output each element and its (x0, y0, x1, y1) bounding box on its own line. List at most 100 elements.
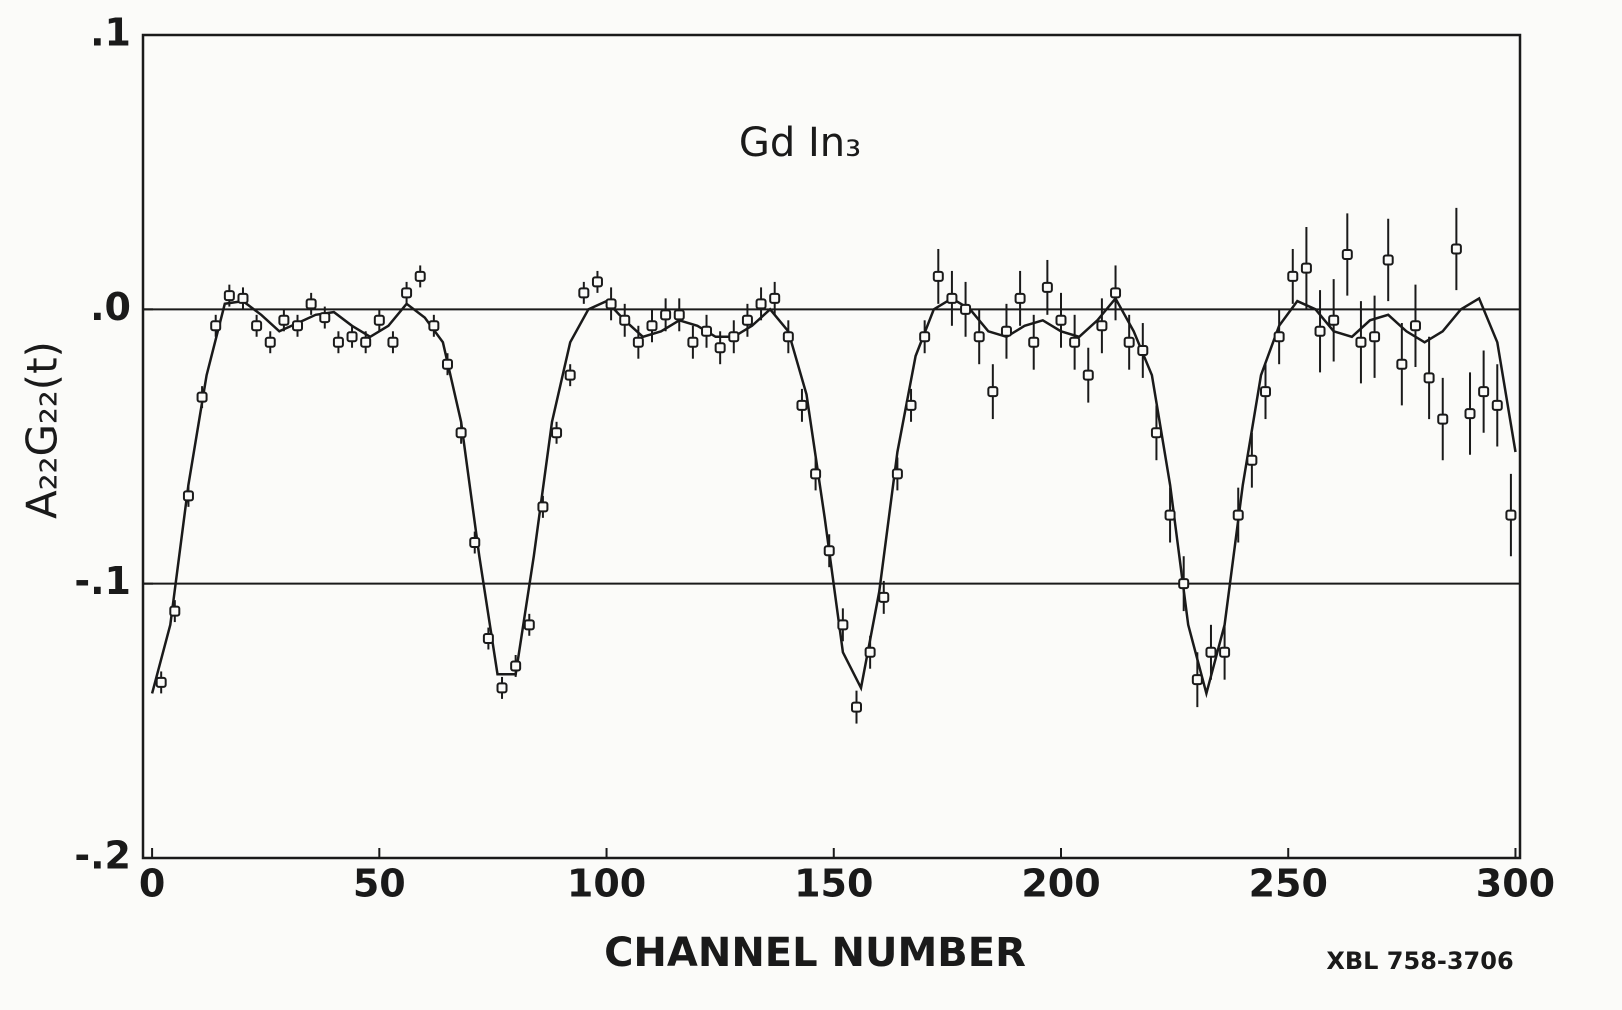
data-point (782, 331, 794, 343)
data-point (1041, 281, 1053, 293)
data-point (905, 399, 917, 411)
data-point (332, 336, 344, 348)
data-point (1069, 336, 1081, 348)
data-point (387, 336, 399, 348)
data-point (305, 298, 317, 310)
data-point (660, 309, 672, 321)
x-tick-label: 200 (1021, 862, 1100, 906)
data-point (987, 386, 999, 398)
data-point (1178, 578, 1190, 590)
data-point (319, 312, 331, 324)
data-point (196, 391, 208, 403)
data-point (919, 331, 931, 343)
data-point (1273, 331, 1285, 343)
data-point (564, 369, 576, 381)
data-point (864, 646, 876, 658)
data-point (292, 320, 304, 332)
data-point (932, 270, 944, 282)
data-point (264, 336, 276, 348)
data-point (1096, 320, 1108, 332)
data-point (1205, 646, 1217, 658)
data-point (1287, 270, 1299, 282)
data-point (510, 660, 522, 672)
data-point (182, 490, 194, 502)
data-point (1028, 336, 1040, 348)
data-point (632, 336, 644, 348)
data-point (278, 314, 290, 326)
credit: XBL 758-3706 (1326, 947, 1513, 975)
data-point (714, 342, 726, 354)
x-tick-label: 250 (1249, 862, 1328, 906)
data-point (441, 358, 453, 370)
data-point (1341, 248, 1353, 260)
data-point (401, 287, 413, 299)
data-point (1260, 386, 1272, 398)
data-point (210, 320, 222, 332)
y-tick-label: -.2 (74, 834, 131, 878)
plot-frame (141, 33, 1522, 860)
chart-title: Gd In₃ (739, 120, 861, 166)
fit-line (150, 296, 1517, 699)
data-point (1164, 509, 1176, 521)
data-point (891, 468, 903, 480)
data-point (1423, 372, 1435, 384)
data-point (1505, 509, 1517, 521)
data-point (1478, 386, 1490, 398)
data-point (728, 331, 740, 343)
data-point (1137, 344, 1149, 356)
data-point (551, 427, 563, 439)
data-point (687, 336, 699, 348)
data-point (878, 591, 890, 603)
data-point (1014, 292, 1026, 304)
data-point (1464, 408, 1476, 420)
data-point (455, 427, 467, 439)
x-tick-label: 300 (1476, 862, 1555, 906)
data-point (1000, 325, 1012, 337)
data-point (469, 537, 481, 549)
data-point (973, 331, 985, 343)
data-point (360, 336, 372, 348)
data-point (251, 320, 263, 332)
data-point (1082, 369, 1094, 381)
data-point (1437, 413, 1449, 425)
data-point (1450, 243, 1462, 255)
data-point (496, 682, 508, 694)
data-point (946, 292, 958, 304)
data-point (1396, 358, 1408, 370)
y-tick-label: .1 (90, 11, 131, 55)
data-point (1191, 674, 1203, 686)
data-point (1382, 254, 1394, 266)
data-point (769, 292, 781, 304)
data-point (823, 545, 835, 557)
data-point (1232, 509, 1244, 521)
data-point (796, 399, 808, 411)
data-point (1219, 646, 1231, 658)
data-point (482, 633, 494, 645)
data-point (428, 320, 440, 332)
data-point (237, 292, 249, 304)
data-point (346, 331, 358, 343)
data-point (523, 619, 535, 631)
data-point (810, 468, 822, 480)
data-point (837, 619, 849, 631)
data-point (1314, 325, 1326, 337)
data-point (1369, 331, 1381, 343)
data-point (1300, 262, 1312, 274)
data-point (1409, 320, 1421, 332)
x-axis-label: CHANNEL NUMBER (604, 930, 1026, 976)
data-point (673, 309, 685, 321)
data-point (223, 290, 235, 302)
y-tick-label: -.1 (74, 559, 131, 603)
data-point (373, 314, 385, 326)
data-point (755, 298, 767, 310)
x-tick-label: 50 (353, 862, 406, 906)
data-point (701, 325, 713, 337)
data-point (155, 676, 167, 688)
data-point (605, 298, 617, 310)
data-point (850, 701, 862, 713)
y-axis-label: A₂₂G₂₂(t) (18, 341, 67, 519)
data-point (1150, 427, 1162, 439)
y-tick-label: .0 (90, 285, 131, 329)
data-point (960, 303, 972, 315)
